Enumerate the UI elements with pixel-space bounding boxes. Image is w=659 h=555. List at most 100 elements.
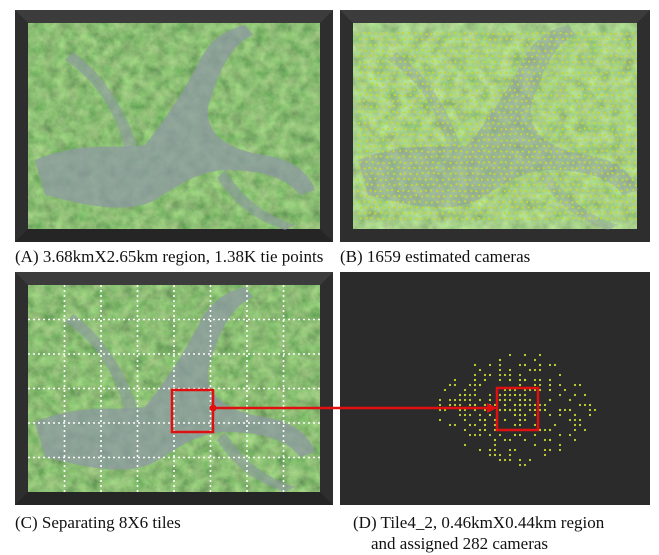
camera-dot xyxy=(508,212,510,214)
camera-dot xyxy=(489,172,491,174)
camera-dot xyxy=(450,184,452,186)
camera-dot xyxy=(539,354,541,356)
camera-dot xyxy=(516,94,518,96)
camera-dot xyxy=(531,212,533,214)
camera-dot xyxy=(500,217,502,219)
camera-dot xyxy=(539,116,541,118)
camera-dot xyxy=(444,389,446,391)
camera-dot xyxy=(478,127,480,129)
camera-dot xyxy=(489,374,491,376)
camera-dot xyxy=(562,195,564,197)
camera-dot xyxy=(556,106,558,108)
camera-dot xyxy=(615,100,617,102)
camera-dot xyxy=(515,212,517,214)
camera-dot xyxy=(432,71,434,73)
camera-dot xyxy=(599,32,601,34)
camera-dot xyxy=(427,128,429,130)
camera-dot xyxy=(538,89,540,91)
camera-dot xyxy=(492,110,494,112)
camera-dot xyxy=(569,419,571,421)
camera-dot xyxy=(553,156,555,158)
camera-dot xyxy=(364,89,366,91)
camera-dot xyxy=(494,439,496,441)
camera-dot xyxy=(555,117,557,119)
camera-dot xyxy=(442,110,444,112)
camera-dot xyxy=(579,419,581,421)
camera-dot xyxy=(519,379,521,381)
camera-dot xyxy=(506,61,508,63)
camera-dot xyxy=(448,211,450,213)
camera-dot xyxy=(489,434,491,436)
camera-dot xyxy=(410,173,412,175)
camera-dot xyxy=(510,116,512,118)
camera-dot xyxy=(551,218,553,220)
camera-dot xyxy=(483,105,485,107)
camera-dot xyxy=(618,72,620,74)
camera-dot xyxy=(397,178,399,180)
camera-dot xyxy=(364,211,366,213)
camera-dot xyxy=(476,111,478,113)
caption: and assigned 282 cameras xyxy=(371,534,548,553)
camera-dot xyxy=(509,369,511,371)
camera-dot xyxy=(554,100,556,102)
camera-dot xyxy=(388,162,390,164)
camera-dot xyxy=(539,364,541,366)
camera-dot xyxy=(615,89,617,91)
camera-dot xyxy=(620,145,622,147)
camera-dot xyxy=(515,133,517,135)
camera-dot xyxy=(402,201,404,203)
camera-dot xyxy=(370,217,372,219)
camera-dot xyxy=(562,38,564,40)
camera-dot xyxy=(583,218,585,220)
camera-dot xyxy=(618,94,620,96)
camera-dot xyxy=(466,60,468,62)
camera-dot xyxy=(486,156,488,158)
camera-dot xyxy=(385,55,387,57)
camera-dot xyxy=(505,161,507,163)
camera-dot xyxy=(453,66,455,68)
camera-dot xyxy=(426,106,428,108)
camera-dot xyxy=(514,190,516,192)
camera-dot xyxy=(589,139,591,141)
camera-dot xyxy=(573,173,575,175)
camera-dot xyxy=(503,133,505,135)
camera-dot xyxy=(478,161,480,163)
camera-dot xyxy=(516,39,518,41)
camera-dot xyxy=(549,195,551,197)
camera-dot xyxy=(582,78,584,80)
camera-dot xyxy=(503,111,505,113)
camera-dot xyxy=(566,207,568,209)
camera-dot xyxy=(403,77,405,79)
camera-dot xyxy=(538,206,540,208)
camera-dot xyxy=(574,439,576,441)
camera-dot xyxy=(627,44,629,46)
camera-dot xyxy=(511,83,513,85)
camera-dot xyxy=(409,88,411,90)
camera-dot xyxy=(469,156,471,158)
camera-dot xyxy=(484,419,486,421)
camera-dot xyxy=(593,211,595,213)
camera-dot xyxy=(386,145,388,147)
camera-dot xyxy=(531,178,533,180)
camera-dot xyxy=(464,200,466,202)
camera-dot xyxy=(459,190,461,192)
camera-dot xyxy=(549,100,551,102)
camera-dot xyxy=(432,60,434,62)
camera-dot xyxy=(439,218,441,220)
camera-dot xyxy=(584,38,586,40)
camera-dot xyxy=(561,140,563,142)
camera-dot xyxy=(464,429,466,431)
camera-dot xyxy=(467,38,469,40)
camera-dot xyxy=(382,83,384,85)
camera-dot xyxy=(481,66,483,68)
camera-dot xyxy=(381,33,383,35)
camera-dot xyxy=(567,38,569,40)
camera-dot xyxy=(570,44,572,46)
camera-dot xyxy=(382,195,384,197)
camera-dot xyxy=(516,61,518,63)
camera-dot xyxy=(570,32,572,34)
camera-dot xyxy=(582,88,584,90)
camera-dot xyxy=(511,206,513,208)
camera-dot xyxy=(604,144,606,146)
camera-dot xyxy=(391,55,393,57)
